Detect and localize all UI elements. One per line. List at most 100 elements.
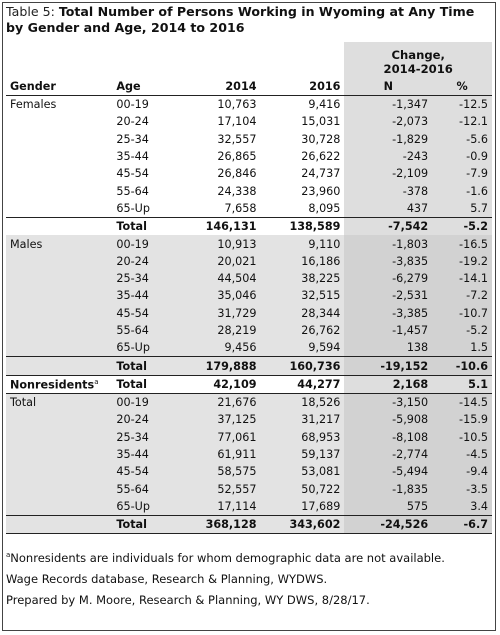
cell-2014: 21,676 [176, 393, 261, 412]
cell-gender [6, 182, 112, 199]
cell-change-pct: -14.5 [432, 393, 492, 412]
cell-gender [6, 113, 112, 130]
cell-gender [6, 411, 113, 429]
table-body: Females 00-19 10,763 9,416 -1,347 -12.5 20-24 1… [6, 95, 492, 535]
cell-age: 35-44 [116, 150, 149, 164]
table-row: 65-Up 17,114 17,689 575 3.4 [6, 497, 492, 516]
footnotes: aNonresidents are individuals for whom d… [6, 548, 492, 614]
table-row: Total 00-19 21,676 18,526 -3,150 -14.5 [6, 393, 492, 412]
cell-2014: 28,219 [176, 321, 261, 340]
cell-2014: 9,456 [176, 339, 261, 357]
cell-2014: 179,888 [176, 356, 261, 376]
cell-2016: 38,225 [260, 269, 345, 288]
table-row: 35-44 26,865 26,622 -243 -0.9 [6, 147, 492, 166]
cell-change-pct: 3.4 [432, 497, 492, 516]
cell-change-n: 138 [344, 339, 433, 357]
cell-2014: 17,114 [176, 497, 261, 516]
cell-gender [6, 463, 113, 481]
cell-age: 65-Up [112, 497, 177, 516]
cell-2016: 15,031 [301, 115, 341, 129]
cell-change-n: -6,279 [344, 269, 433, 288]
cell-gender: Nonresidentsa [6, 374, 113, 395]
cell-2016: 160,736 [260, 356, 345, 376]
cell-gender: Females [10, 98, 57, 112]
cell-change-pct: -15.9 [432, 411, 492, 429]
cell-age: 00-19 [116, 98, 149, 112]
cell-change-n: -378 [344, 182, 433, 200]
cell-2014: 10,913 [176, 235, 261, 253]
cell-change-n: -2,774 [344, 445, 433, 464]
footnote-source: Wage Records database, Research & Planni… [6, 571, 328, 586]
table-row: Males 00-19 10,913 9,110 -1,803 -16.5 [6, 235, 492, 253]
cell-2016: 9,416 [308, 98, 341, 112]
table-row: 45-54 58,575 53,081 -5,494 -9.4 [6, 463, 492, 481]
data-table: Change, 2014-2016 Gender Age 2014 2016 N… [6, 42, 492, 535]
cell-2014: 52,557 [176, 480, 261, 498]
cell-gender [6, 356, 113, 376]
cell-gender: Total [6, 393, 113, 412]
cell-2014: 32,557 [217, 132, 257, 146]
cell-change-pct: 1.5 [432, 339, 492, 357]
cell-change-n: -8,108 [344, 428, 433, 446]
cell-change-n: -1,803 [344, 235, 433, 253]
cell-2016: 24,737 [301, 167, 341, 181]
cell-2014: 35,046 [176, 287, 261, 305]
table-row: 20-24 37,125 31,217 -5,908 -15.9 [6, 411, 492, 429]
cell-2016: 23,960 [301, 184, 341, 198]
col-header-age: Age [112, 77, 177, 96]
change-header-line1: Change, [391, 48, 445, 62]
cell-2014: 61,911 [176, 445, 261, 464]
cell-change-pct: -5.6 [432, 130, 492, 148]
table-total-row: Total 179,888 160,736 -19,152 -10.6 [6, 356, 492, 376]
cell-age: 55-64 [116, 184, 149, 198]
cell-age: 25-34 [112, 269, 177, 288]
cell-change-pct: -3.5 [432, 480, 492, 498]
cell-2016: 50,722 [260, 480, 345, 498]
cell-change-pct: -6.7 [432, 515, 492, 535]
cell-2014: 368,128 [176, 515, 261, 535]
cell-age: 25-34 [112, 428, 177, 446]
footnote-nonresidents: aNonresidents are individuals for whom d… [6, 550, 445, 565]
cell-2014: 146,131 [176, 217, 261, 236]
cell-2014: 26,865 [217, 150, 257, 164]
cell-gender [6, 217, 113, 236]
cell-change-n: -1,457 [344, 321, 433, 340]
cell-2016: 16,186 [260, 252, 345, 270]
cell-2014: 77,061 [176, 428, 261, 446]
cell-gender [6, 131, 112, 148]
cell-age: Total [112, 217, 177, 236]
cell-change-pct: -14.1 [432, 269, 492, 288]
col-header-pct: % [432, 77, 492, 96]
group-name: Nonresidents [10, 378, 95, 392]
cell-2014: 42,109 [176, 374, 261, 395]
cell-change-pct: 5.1 [432, 374, 492, 395]
cell-change-n: -7,542 [344, 217, 433, 236]
table-row: 45-54 26,846 24,737 -2,109 -7.9 [6, 165, 492, 183]
table-row: 65-Up 7,658 8,095 437 5.7 [6, 199, 492, 218]
cell-change-pct: -10.5 [432, 428, 492, 446]
cell-change-n: -2,109 [344, 165, 433, 183]
cell-age: 00-19 [112, 393, 177, 412]
cell-age: 25-34 [116, 132, 149, 146]
cell-age: 65-Up [112, 339, 177, 357]
table-row: Females 00-19 10,763 9,416 -1,347 -12.5 [6, 95, 492, 114]
cell-2014: 10,763 [217, 98, 257, 112]
cell-age: Total [112, 374, 177, 395]
cell-change-pct: 5.7 [432, 199, 492, 218]
cell-age: 20-24 [112, 252, 177, 270]
cell-2016: 32,515 [260, 287, 345, 305]
cell-change-pct: -5.2 [432, 321, 492, 340]
cell-gender [6, 148, 112, 165]
cell-2014: 44,504 [176, 269, 261, 288]
cell-change-n: -3,385 [344, 304, 433, 322]
cell-gender [6, 428, 113, 446]
cell-age: 20-24 [116, 115, 149, 129]
cell-2014: 17,104 [217, 115, 257, 129]
cell-2016: 8,095 [308, 201, 341, 215]
cell-2016: 17,689 [260, 497, 345, 516]
cell-change-pct: -10.6 [432, 356, 492, 376]
table-total-row: Total 368,128 343,602 -24,526 -6.7 [6, 515, 492, 535]
cell-age: 55-64 [112, 321, 177, 340]
cell-gender [6, 480, 113, 498]
cell-change-pct: -19.2 [432, 252, 492, 270]
